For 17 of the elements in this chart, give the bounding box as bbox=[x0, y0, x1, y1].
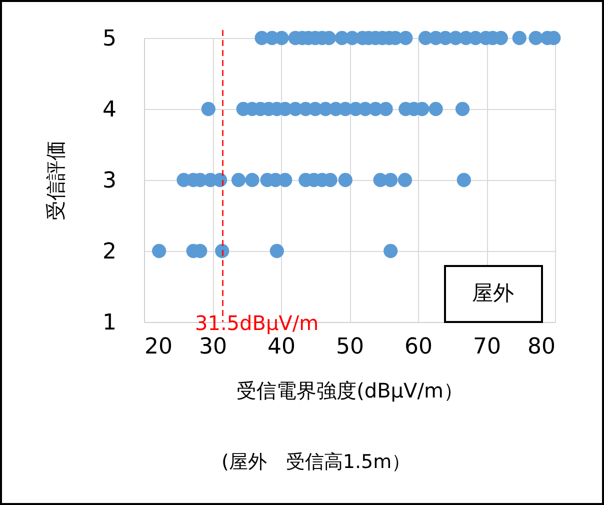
x-tick-label: 70 bbox=[473, 334, 501, 360]
x-tick-label: 60 bbox=[404, 334, 432, 360]
ref-line-label: 31.5dBμV/m bbox=[194, 311, 319, 335]
annotation: 屋外 bbox=[472, 281, 514, 305]
text: (屋外 受信高1.5m） bbox=[221, 451, 411, 473]
x-tick-label: 50 bbox=[336, 334, 364, 360]
y-tick-label: 2 bbox=[102, 240, 116, 264]
x-axis-title: 受信電界強度(dBμV/m） bbox=[236, 378, 464, 402]
x-tick-label: 40 bbox=[268, 334, 296, 360]
x-tick-label: 20 bbox=[144, 334, 172, 360]
y-tick-label: 3 bbox=[102, 168, 116, 194]
x-tick-label: 30 bbox=[199, 334, 227, 360]
y-tick-label: 1 bbox=[102, 310, 116, 336]
x-tick-label: 80 bbox=[528, 334, 556, 360]
y-tick-label: 4 bbox=[102, 98, 116, 122]
y-tick-label: 5 bbox=[102, 26, 116, 52]
y-axis-title: 受信評価 bbox=[44, 140, 68, 220]
